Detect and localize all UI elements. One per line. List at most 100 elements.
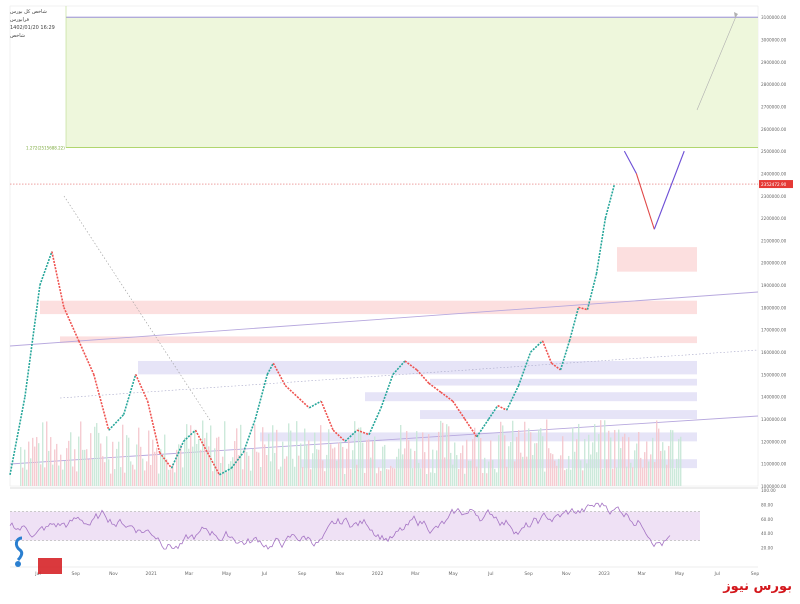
volume-bar bbox=[442, 422, 444, 486]
volume-bar bbox=[404, 448, 406, 486]
price-segment bbox=[541, 340, 553, 364]
volume-bar bbox=[680, 436, 682, 486]
volume-bar bbox=[104, 462, 106, 486]
x-tick-label: Jul bbox=[34, 571, 40, 577]
volume-bar bbox=[274, 452, 276, 486]
y-tick-label: 2900000.00 bbox=[761, 60, 787, 65]
volume-bar bbox=[528, 428, 530, 486]
volume-bar bbox=[636, 443, 638, 486]
volume-bar bbox=[416, 431, 418, 486]
volume-bar bbox=[278, 469, 280, 486]
volume-bar bbox=[662, 442, 664, 486]
lower-channel-line bbox=[9, 415, 759, 465]
price-segment bbox=[122, 374, 137, 415]
x-tick-label: Mar bbox=[185, 571, 194, 577]
volume-bar bbox=[126, 435, 128, 486]
volume-bar bbox=[550, 453, 552, 486]
volume-bar bbox=[146, 461, 148, 486]
volume-bar bbox=[624, 433, 626, 486]
volume-bar bbox=[166, 459, 168, 486]
price-segment bbox=[108, 414, 125, 431]
volume-bar bbox=[336, 460, 338, 486]
volume-bar bbox=[496, 472, 498, 486]
volume-bar bbox=[580, 460, 582, 486]
volume-bar bbox=[182, 467, 184, 486]
volume-bar bbox=[552, 454, 554, 486]
volume-bar bbox=[118, 441, 120, 486]
price-segment bbox=[404, 360, 418, 371]
support-zone bbox=[430, 378, 697, 386]
price-segment bbox=[356, 429, 370, 436]
volume-bar bbox=[464, 473, 466, 486]
volume-bar bbox=[570, 469, 572, 486]
volume-bar bbox=[100, 443, 102, 486]
x-tick-label: May bbox=[222, 571, 232, 577]
volume-bar bbox=[50, 437, 52, 486]
volume-bar bbox=[364, 472, 366, 486]
volume-bar bbox=[264, 444, 266, 486]
price-segment bbox=[24, 284, 41, 397]
volume-bar bbox=[292, 458, 294, 486]
volume-bar bbox=[506, 466, 508, 486]
price-segment bbox=[296, 396, 310, 409]
volume-bar bbox=[212, 471, 214, 486]
y-tick-label: 1700000.00 bbox=[761, 328, 787, 333]
price-segment bbox=[308, 400, 322, 409]
price-segment bbox=[464, 418, 478, 438]
x-tick-label: Mar bbox=[638, 571, 647, 577]
volume-bar bbox=[534, 443, 536, 486]
volume-bar bbox=[184, 437, 186, 486]
volume-bar bbox=[512, 420, 514, 486]
volume-bar bbox=[388, 469, 390, 486]
volume-bar bbox=[384, 444, 386, 486]
volume-bar bbox=[54, 449, 56, 486]
y-tick-label: 1500000.00 bbox=[761, 372, 787, 377]
scenario-arrow-segment bbox=[623, 150, 637, 174]
price-segment bbox=[284, 384, 298, 398]
volume-bar bbox=[52, 464, 54, 486]
price-segment bbox=[332, 429, 346, 442]
price-segment bbox=[242, 418, 257, 453]
rsi-tick-label: 100.00 bbox=[761, 488, 776, 493]
x-tick-label: Sep bbox=[751, 571, 760, 577]
volume-bar bbox=[326, 454, 328, 486]
volume-bar bbox=[322, 460, 324, 486]
volume-bar bbox=[418, 462, 420, 486]
scenario-arrow-segment bbox=[635, 173, 655, 230]
volume-bar bbox=[366, 440, 368, 486]
volume-bar bbox=[590, 454, 592, 486]
price-segment bbox=[604, 184, 616, 219]
volume-bar bbox=[406, 431, 408, 486]
volume-bar bbox=[46, 421, 48, 486]
volume-bar bbox=[594, 424, 596, 486]
x-tick-label: Sep bbox=[524, 571, 533, 577]
volume-bar bbox=[328, 429, 330, 486]
volume-bar bbox=[516, 436, 518, 486]
volume-bar bbox=[434, 473, 436, 486]
volume-bar bbox=[356, 464, 358, 486]
volume-bar bbox=[412, 468, 414, 486]
volume-bar bbox=[262, 427, 264, 486]
volume-bar bbox=[376, 473, 378, 486]
volume-bar bbox=[372, 441, 374, 486]
volume-bar bbox=[266, 455, 268, 486]
volume-bar bbox=[652, 437, 654, 486]
volume-bar bbox=[238, 455, 240, 486]
volume-bar bbox=[504, 435, 506, 486]
volume-bar bbox=[670, 429, 672, 486]
volume-bar bbox=[342, 446, 344, 486]
volume-bar bbox=[346, 448, 348, 486]
volume-bar bbox=[450, 452, 452, 486]
y-tick-label: 3100000.00 bbox=[761, 15, 787, 20]
price-segment bbox=[170, 441, 185, 469]
price-segment bbox=[428, 382, 442, 393]
price-segment bbox=[586, 273, 598, 310]
x-tick-label: Jul bbox=[261, 571, 267, 577]
y-tick-label: 2500000.00 bbox=[761, 149, 787, 154]
price-segment bbox=[568, 307, 580, 342]
volume-bar bbox=[226, 472, 228, 486]
y-tick-label: 1300000.00 bbox=[761, 417, 787, 422]
volume-bar bbox=[250, 470, 252, 486]
y-tick-label: 2000000.00 bbox=[761, 261, 787, 266]
